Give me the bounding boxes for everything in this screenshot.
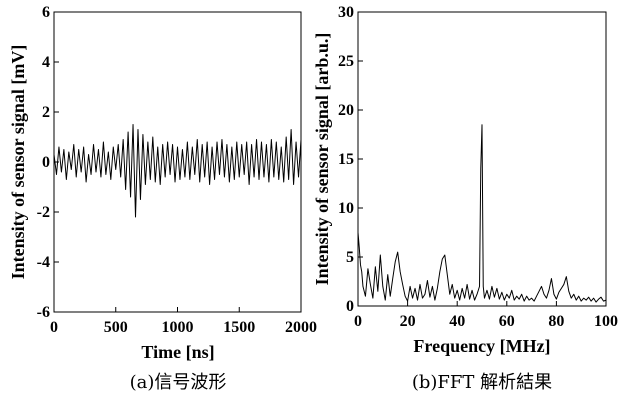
y-tick-label: 0 (42, 154, 50, 171)
y-tick-label: 5 (346, 249, 354, 266)
y-axis-label: Intensity of sensor signal [mV] (8, 45, 28, 280)
y-tick-label: -4 (37, 254, 50, 271)
y-tick-label: 20 (338, 102, 354, 119)
x-tick-label: 60 (499, 313, 515, 330)
plot-frame (53, 11, 302, 313)
series-line-0 (53, 124, 302, 218)
x-tick-label: 100 (594, 313, 618, 330)
y-tick-label: 30 (338, 4, 354, 21)
caption-fft-result: (b)FFT 解析結果 (412, 372, 552, 393)
y-tick-label: 6 (42, 4, 50, 21)
x-axis-label: Frequency [MHz] (413, 336, 550, 356)
x-tick-label: 1000 (162, 319, 194, 336)
y-tick-label: 15 (338, 151, 354, 168)
series-line-0 (357, 124, 607, 303)
chart-panel-fft-result: 0 20 40 60 80 100 0 5 10 15 20 25 30 Frequency [MHz… (312, 4, 618, 393)
y-tick-label: -2 (37, 204, 50, 221)
x-tick-label: 80 (548, 313, 564, 330)
y-axis-ticks: 0 5 10 15 20 25 30 (338, 4, 363, 315)
y-tick-label: 10 (338, 200, 354, 217)
plot-lines (53, 124, 302, 218)
y-tick-label: 0 (346, 298, 354, 315)
x-tick-label: 500 (104, 319, 128, 336)
y-tick-label: 25 (338, 53, 354, 70)
x-tick-label: 0 (354, 313, 362, 330)
chart-panel-signal-waveform: 0 500 1000 1500 2000 -6 -4 -2 0 2 4 6 Time [ns] In… (8, 4, 317, 393)
x-tick-label: 0 (50, 319, 58, 336)
y-axis-ticks: -6 -4 -2 0 2 4 6 (37, 4, 59, 321)
y-tick-label: 4 (42, 54, 50, 71)
y-tick-label: 2 (42, 104, 50, 121)
x-tick-label: 1500 (223, 319, 255, 336)
plot-lines (357, 124, 607, 303)
y-tick-label: -6 (37, 304, 50, 321)
x-tick-label: 40 (449, 313, 465, 330)
x-tick-label: 2000 (285, 319, 317, 336)
x-axis-ticks: 0 500 1000 1500 2000 (50, 307, 317, 336)
x-axis-ticks: 0 20 40 60 80 100 (354, 301, 618, 330)
x-axis-label: Time [ns] (141, 342, 214, 362)
y-axis-label: Intensity of sensor signal [arb.u.] (312, 33, 332, 286)
x-tick-label: 20 (400, 313, 416, 330)
caption-signal-waveform: (a)信号波形 (130, 372, 227, 393)
